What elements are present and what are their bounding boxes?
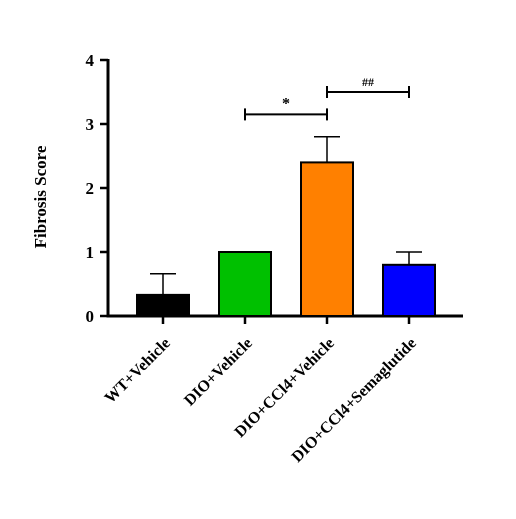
y-tick-label: 2 [86, 179, 95, 198]
bar [300, 161, 354, 317]
y-tick-label: 4 [86, 51, 95, 70]
y-tick-label: 3 [86, 115, 95, 134]
significance-label: * [282, 95, 290, 112]
x-tick-label: DIO+Vehicle [181, 335, 256, 410]
y-axis-label: Fibrosis Score [31, 145, 50, 248]
bar [218, 251, 272, 317]
x-tick-label: WT+Vehicle [102, 335, 174, 407]
y-tick-label: 0 [86, 307, 95, 326]
bar [382, 263, 436, 317]
bar [136, 293, 190, 318]
error-bars [150, 136, 422, 295]
y-tick-label: 1 [86, 243, 95, 262]
significance-label: ## [362, 75, 374, 89]
significance-annotations: * ## [244, 75, 410, 121]
bars [136, 161, 436, 318]
